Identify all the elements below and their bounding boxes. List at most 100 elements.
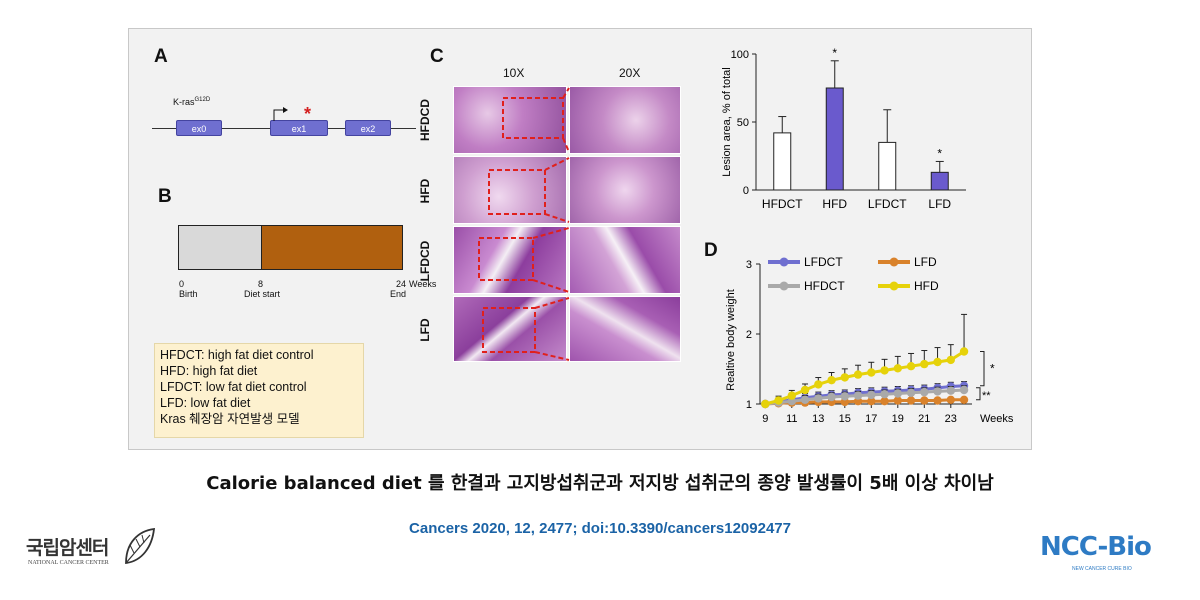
data-point-hfd bbox=[880, 366, 889, 375]
transcription-start-arrow-icon bbox=[273, 107, 288, 121]
data-point-hfdct bbox=[814, 394, 823, 403]
series-line-lfd bbox=[765, 398, 965, 406]
legend-marker-hfdct bbox=[779, 281, 789, 291]
data-point-hfd bbox=[959, 347, 969, 356]
lesion-area-bar-chart: 0 50 100 Lesion area, % of total HFDCT * HFD LF… bbox=[721, 46, 966, 211]
magnification-10x: 10X bbox=[503, 66, 525, 80]
legend-note: Kras 췌장암 자연발생 모델 bbox=[160, 412, 300, 426]
panel-d-label: D bbox=[704, 240, 718, 261]
panel-b-label: B bbox=[158, 186, 172, 207]
data-point-hfd bbox=[906, 362, 916, 371]
data-point-hfdct bbox=[920, 387, 929, 397]
y-tick-label: 3 bbox=[746, 259, 752, 271]
data-point-hfd bbox=[840, 373, 849, 382]
significance-mark: * bbox=[990, 362, 995, 376]
significance-mark: ** bbox=[982, 390, 991, 402]
histology-lfdcd-20x bbox=[569, 226, 681, 294]
data-point-hfdct bbox=[946, 386, 955, 395]
bar-hfd bbox=[825, 87, 844, 191]
row-label-hfd: HFD bbox=[418, 178, 432, 204]
y-tick-label: 50 bbox=[737, 117, 749, 129]
y-tick-label: 0 bbox=[743, 185, 749, 197]
series-line-lfdct bbox=[765, 384, 965, 406]
y-axis-title-group: Realtive body weight bbox=[725, 289, 737, 391]
data-point-lfd bbox=[946, 395, 955, 404]
x-tick-label: HFDCT bbox=[762, 197, 803, 211]
zoom-line bbox=[534, 297, 570, 309]
legend-marker-lfdct bbox=[779, 257, 789, 267]
histology-lfdcd-10x bbox=[453, 226, 567, 294]
data-point-hfdct bbox=[959, 385, 969, 395]
data-point-hfd bbox=[853, 370, 863, 379]
legend-marker-lfd bbox=[889, 257, 899, 267]
row-label-lfdcd: LFDCD bbox=[418, 240, 432, 282]
legend-marker-hfd bbox=[889, 281, 899, 291]
x-tick-label: 15 bbox=[839, 413, 851, 425]
leaf-icon bbox=[125, 527, 156, 565]
ncc-logo-name: 국립암센터 bbox=[26, 537, 109, 559]
histology-lfd-20x bbox=[569, 296, 681, 362]
bar-hfdct bbox=[773, 132, 792, 191]
row-label-hfdcd: HFDCD bbox=[418, 99, 432, 141]
x-tick-label: LFD bbox=[928, 197, 951, 211]
legend-label-lfd: LFD bbox=[914, 255, 937, 269]
data-point-hfd bbox=[867, 368, 876, 377]
data-point-hfdct bbox=[800, 395, 810, 404]
data-point-hfdct bbox=[853, 391, 863, 400]
tick-diet-label: Diet start bbox=[244, 289, 281, 299]
bar-lfd bbox=[930, 171, 949, 191]
zoom-line bbox=[562, 137, 570, 153]
data-point-hfd bbox=[787, 391, 796, 400]
panel-a-label: A bbox=[154, 46, 168, 67]
panel-c-label: C bbox=[430, 46, 444, 67]
y-tick-label: 2 bbox=[746, 329, 752, 341]
data-point-hfd bbox=[946, 355, 955, 365]
data-point-hfd bbox=[761, 399, 770, 409]
data-point-hfd bbox=[827, 376, 836, 385]
figure-caption: Calorie balanced diet 를 한결과 고지방섭취군과 저지방 … bbox=[206, 473, 994, 494]
legend-note: LFDCT: low fat diet control bbox=[160, 380, 307, 394]
x-tick-label: 11 bbox=[786, 413, 797, 425]
citation-link[interactable]: Cancers 2020, 12, 2477; doi:10.3390/canc… bbox=[409, 520, 791, 537]
y-tick-label: 1 bbox=[746, 399, 752, 411]
x-tick-label: 13 bbox=[812, 413, 824, 425]
tick-birth-label: Birth bbox=[179, 289, 198, 299]
exon-2: ex2 bbox=[345, 120, 391, 136]
legend-label-lfdct: LFDCT bbox=[804, 255, 843, 269]
magnification-20x: 20X bbox=[619, 66, 641, 80]
histology-hfd-10x bbox=[453, 156, 567, 224]
data-point-hfdct bbox=[840, 392, 849, 401]
x-tick-label: 21 bbox=[918, 413, 930, 425]
exon-1: ex1 bbox=[270, 120, 328, 136]
x-tick-label: 23 bbox=[945, 413, 957, 425]
mutation-asterisk: * bbox=[304, 104, 312, 124]
data-point-hfdct bbox=[827, 392, 836, 402]
legend-label-hfd: HFD bbox=[914, 279, 939, 293]
data-point-hfd bbox=[933, 357, 942, 367]
zoom-box-lfdcd bbox=[478, 237, 534, 281]
y-axis-title: Lesion area, % of total bbox=[721, 67, 733, 176]
series-line-hfd bbox=[764, 350, 965, 406]
histology-hfd-20x bbox=[569, 156, 681, 224]
x-tick-label: 17 bbox=[865, 413, 877, 425]
significance-mark: * bbox=[832, 46, 837, 60]
zoom-line bbox=[544, 213, 570, 223]
ncc-bio-logo: NCC-Bio NEW CANCER CURE BIO bbox=[1030, 532, 1180, 582]
legend-note: HFD: high fat diet bbox=[160, 364, 258, 378]
legend-label-hfdct: HFDCT bbox=[804, 279, 845, 293]
x-tick-label: 19 bbox=[892, 413, 904, 425]
gene-superscript: G12D bbox=[194, 97, 211, 103]
significance-bracket bbox=[976, 387, 981, 401]
tick-diet-value: 8 bbox=[258, 279, 264, 289]
data-point-hfd bbox=[814, 380, 823, 389]
y-tick-label: 100 bbox=[731, 49, 749, 61]
tick-end-value: 24 bbox=[396, 279, 407, 289]
significance-mark: * bbox=[937, 146, 942, 160]
zoom-line bbox=[532, 227, 570, 239]
zoom-indicator-overlay bbox=[478, 87, 570, 361]
legend-note: LFD: low fat diet bbox=[160, 396, 251, 410]
data-point-hfd bbox=[920, 359, 929, 369]
data-point-hfdct bbox=[893, 389, 902, 398]
data-point-hfdct bbox=[906, 388, 916, 397]
data-point-lfd bbox=[893, 396, 902, 405]
